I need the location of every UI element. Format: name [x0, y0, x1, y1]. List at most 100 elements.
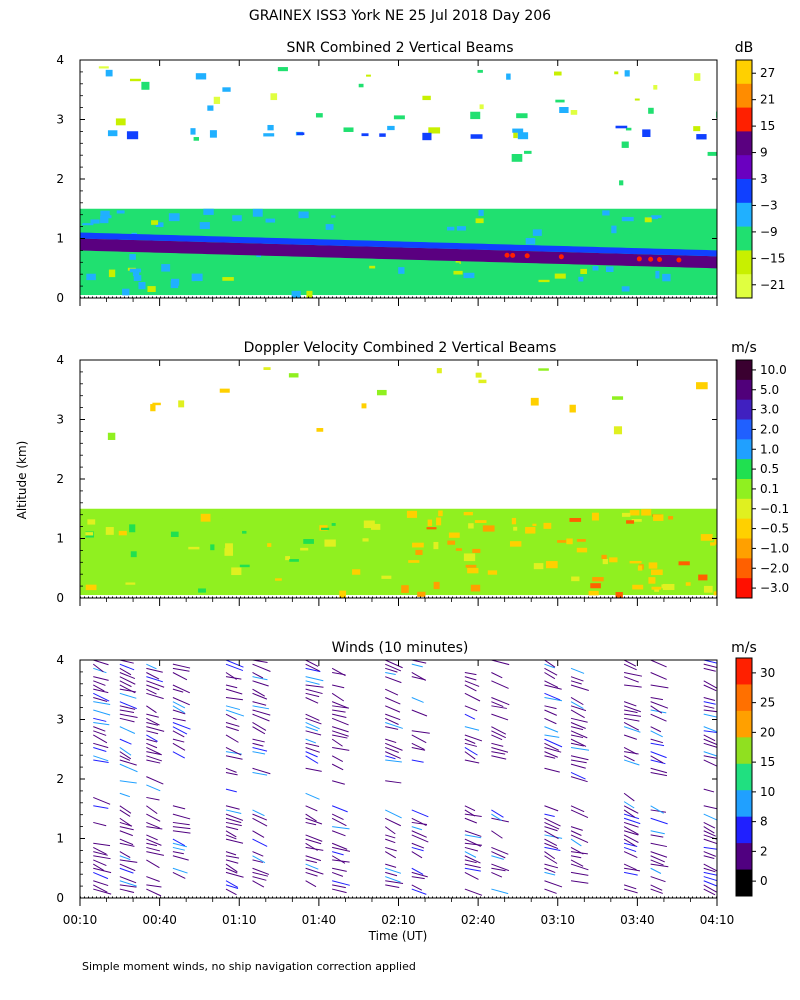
field-cell — [129, 268, 142, 273]
wind-barb — [491, 734, 503, 741]
field-cell — [644, 217, 652, 223]
field-cell — [576, 547, 588, 553]
field-cell — [225, 521, 231, 529]
wind-barb — [491, 851, 506, 859]
field-cell — [225, 543, 233, 551]
wind-barb — [92, 663, 104, 673]
field-cell — [351, 509, 356, 517]
field-cell — [324, 539, 336, 547]
field-cell — [370, 523, 381, 530]
field-cell — [141, 81, 150, 90]
wind-barb — [570, 755, 589, 761]
colorbar-frame — [735, 359, 753, 599]
wind-barb — [464, 809, 476, 817]
wind-barb — [623, 888, 638, 894]
wind-barb — [623, 755, 635, 762]
wind-barb — [172, 742, 186, 751]
wind-barb — [172, 709, 186, 715]
field-cell — [393, 115, 405, 120]
wind-barb — [119, 880, 137, 887]
field-cell — [626, 520, 635, 524]
wind-barb — [119, 684, 136, 694]
field-cell — [412, 542, 424, 548]
wind-barb — [252, 701, 267, 706]
wind-barb — [624, 713, 642, 717]
field-cell — [694, 73, 701, 81]
colorbar-swatch — [736, 498, 752, 520]
field-cell — [263, 133, 275, 137]
y-tick-label: 0 — [56, 891, 64, 905]
wind-barb — [119, 763, 138, 773]
wind-barb — [650, 842, 667, 848]
wind-barb — [703, 680, 717, 689]
wind-barb — [119, 888, 135, 893]
field-cell — [470, 111, 481, 120]
field-cell — [381, 575, 392, 579]
y-tick-label: 1 — [56, 232, 64, 246]
x-tick-label: 01:40 — [302, 913, 337, 927]
field-cell — [615, 278, 620, 284]
wind-barb — [93, 842, 111, 847]
field-cell — [647, 216, 658, 220]
field-cell — [401, 585, 409, 593]
wind-barb — [305, 730, 322, 736]
colorbar-swatch — [736, 518, 752, 539]
wind-barb — [464, 705, 478, 712]
snr-colorbar: 27 21 15 9 3 −3 −9 −15 −21 — [735, 59, 785, 299]
wind-barb — [146, 663, 157, 670]
wind-barb — [225, 755, 243, 760]
colorbar-swatch — [736, 459, 752, 480]
wind-barb — [252, 767, 271, 775]
field-cell — [716, 111, 717, 118]
y-axis-label: Altitude (km) — [15, 441, 29, 520]
field-cell — [512, 128, 524, 133]
wind-barb — [225, 834, 237, 840]
colorbar-label: 2 — [760, 844, 768, 858]
colorbar-label: −3.0 — [760, 581, 789, 595]
y-tick-label: 0 — [56, 591, 64, 605]
wind-barb — [703, 701, 716, 705]
field-cell — [387, 125, 395, 131]
field-cell — [605, 266, 614, 273]
wind-barb — [385, 717, 399, 725]
field-cell — [115, 570, 124, 577]
wind-barb — [305, 880, 317, 888]
wind-barb — [703, 755, 717, 759]
field-cell — [698, 574, 708, 581]
wind-barb — [544, 680, 559, 688]
wind-barb — [491, 701, 504, 708]
field-cell — [194, 281, 203, 288]
wind-barb — [119, 755, 131, 761]
field-cell — [592, 577, 604, 582]
field-cell — [428, 127, 441, 134]
colorbar-swatch — [736, 379, 752, 401]
field-cell — [361, 133, 369, 137]
field-cell — [693, 267, 700, 273]
wind-barb — [146, 667, 163, 673]
wind-barb — [252, 746, 268, 752]
wind-barb — [93, 759, 109, 763]
wind-barb — [650, 713, 667, 722]
colorbar-label: 15 — [760, 755, 775, 769]
wind-barb — [623, 834, 639, 843]
field-cell — [478, 379, 487, 384]
field-cell — [438, 510, 443, 517]
wind-barb — [225, 721, 240, 727]
wind-barb — [385, 713, 401, 721]
wind-barb — [172, 838, 186, 847]
field-cell — [387, 209, 393, 217]
wind-barb — [703, 855, 715, 859]
colorbar-label: 0.1 — [760, 482, 779, 496]
wind-barb — [172, 851, 184, 855]
wind-barb — [411, 830, 427, 838]
field-cell — [369, 539, 375, 543]
field-cell — [213, 96, 221, 104]
field-cell — [525, 237, 536, 245]
wind-barb — [544, 692, 561, 701]
wind-barb — [650, 701, 669, 709]
wind-barb — [225, 813, 244, 821]
wind-barb — [544, 805, 559, 812]
doppler-colorbar: 10.0 5.0 3.0 2.0 1.0 0.5 0.1 −0.1 −0.5 −1.0 −2.0 −3… — [735, 359, 789, 599]
